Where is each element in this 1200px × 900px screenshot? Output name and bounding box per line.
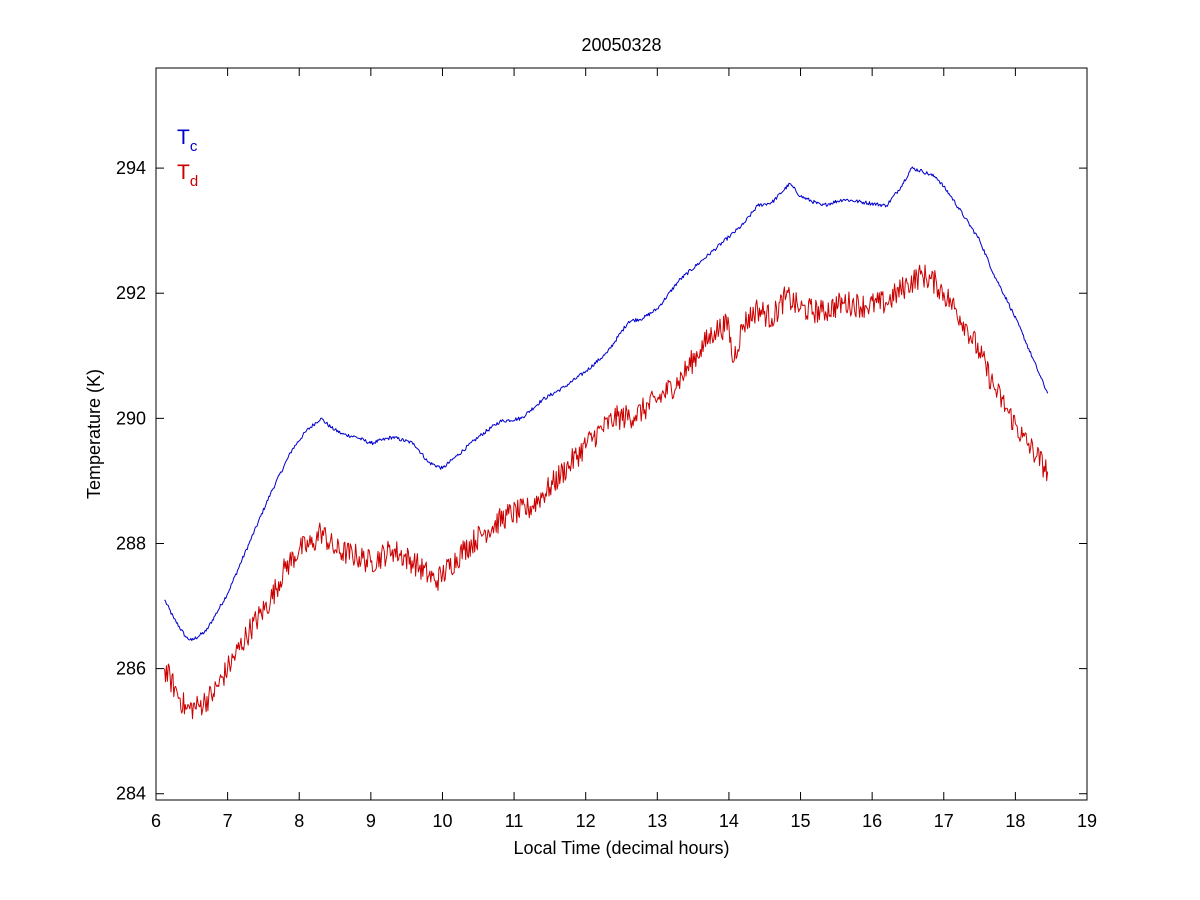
y-tick-label: 284 (116, 784, 146, 804)
x-tick-label: 7 (223, 811, 233, 831)
legend-tc-sub: c (190, 138, 198, 155)
legend-entry-tc: Tc (177, 126, 198, 155)
x-tick-label: 15 (791, 811, 811, 831)
x-tick-label: 12 (576, 811, 596, 831)
x-tick-label: 13 (647, 811, 667, 831)
axes-frame (155, 67, 1088, 801)
x-tick-label: 17 (934, 811, 954, 831)
x-tick-label: 8 (294, 811, 304, 831)
series-line-tc (164, 166, 1049, 641)
x-tick-label: 9 (366, 811, 376, 831)
y-axis-label: Temperature (K) (84, 369, 104, 499)
x-tick-label: 11 (505, 811, 524, 831)
y-tick-label: 294 (116, 158, 146, 178)
y-tick-label: 286 (116, 659, 146, 679)
ticks-layer: 6 7 8 9 10 11 12 13 14 15 16 17 18 19 284 286 288 290 292 2… (116, 68, 1097, 831)
legend-tc-main: T (177, 126, 190, 149)
y-tick-label: 292 (116, 283, 146, 303)
legend-td-sub: d (190, 173, 198, 190)
y-tick-label: 290 (116, 408, 146, 428)
x-tick-label: 18 (1005, 811, 1025, 831)
x-tick-label: 16 (862, 811, 882, 831)
legend: Tc Td (177, 126, 198, 190)
x-tick-label: 6 (151, 811, 161, 831)
legend-td-main: T (177, 161, 190, 184)
x-tick-label: 14 (719, 811, 739, 831)
x-tick-label: 19 (1077, 811, 1097, 831)
x-tick-label: 10 (432, 811, 452, 831)
series-line-td (164, 264, 1049, 720)
chart-title: 20050328 (581, 35, 661, 55)
y-tick-label: 288 (116, 533, 146, 553)
series-layer (164, 166, 1049, 720)
legend-entry-td: Td (177, 161, 198, 190)
x-axis-label: Local Time (decimal hours) (513, 838, 729, 858)
